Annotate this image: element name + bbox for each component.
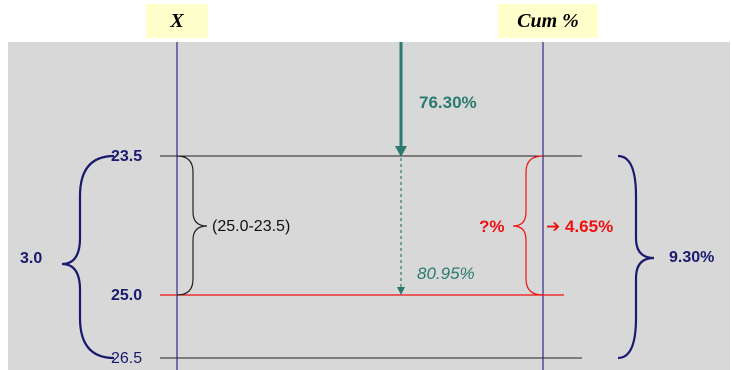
half-percent-label: ➔ 4.65%	[546, 218, 613, 235]
arrow-right-icon: ➔	[546, 217, 561, 236]
diff-brace	[176, 155, 208, 296]
x-value-mid: 25.0	[111, 287, 143, 304]
total-percent: 9.30%	[669, 249, 715, 266]
lower-percent: 80.95%	[417, 264, 475, 283]
total-brace	[617, 154, 655, 360]
upper-percent: 76.30%	[419, 93, 477, 112]
diagram-panel	[8, 42, 730, 370]
header-cum-percent: Cum %	[498, 4, 598, 38]
span-total-label: 3.0	[20, 250, 43, 267]
left-span-brace	[61, 154, 115, 360]
x-value-top: 23.5	[111, 148, 143, 165]
unknown-brace	[512, 155, 544, 296]
difference-expression: (25.0-23.5)	[212, 218, 291, 235]
x-value-bottom: 26.5	[111, 350, 143, 367]
upper-arrow-head	[395, 146, 407, 157]
half-percent-value: 4.65%	[564, 217, 614, 236]
header-x: X	[146, 4, 208, 38]
lower-arrow-head	[397, 287, 405, 295]
unknown-percent: ?%	[479, 217, 505, 236]
